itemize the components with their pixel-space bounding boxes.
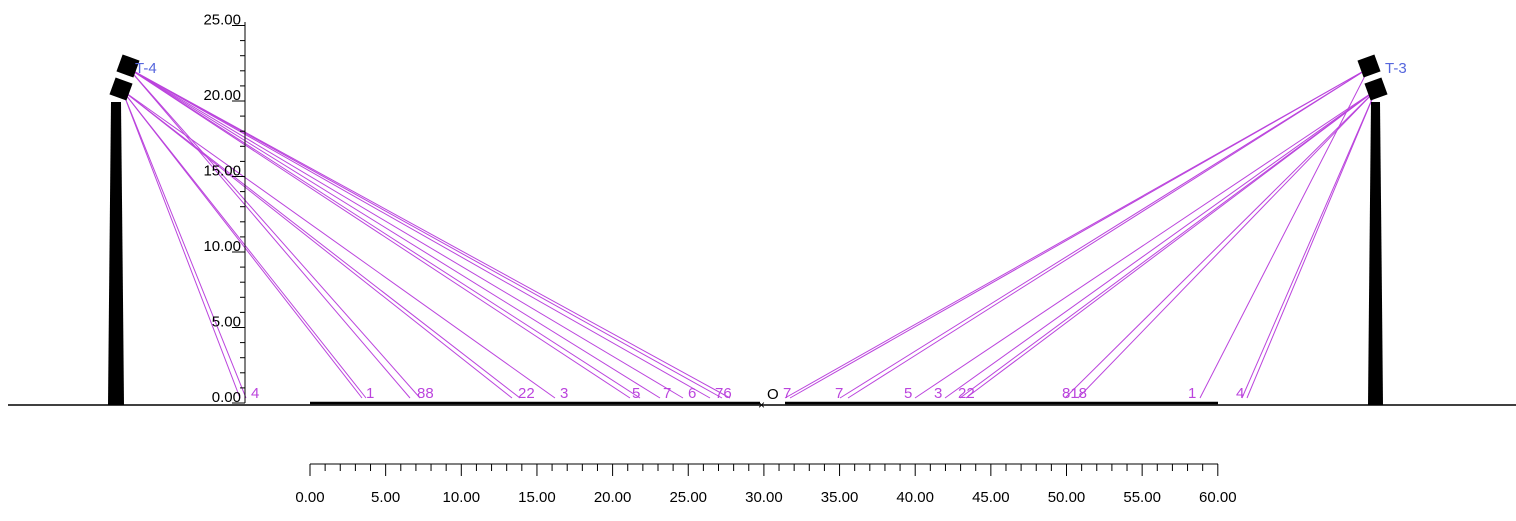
- aim-line: [121, 89, 556, 399]
- aim-label: 5: [632, 385, 640, 402]
- aim-line: [121, 89, 521, 399]
- aim-line: [127, 67, 684, 399]
- aim-label: 7: [783, 385, 791, 402]
- aim-line: [127, 67, 411, 399]
- origin-marker-icon: ×: [758, 398, 765, 412]
- vertical-tick-label: 0.00: [212, 389, 241, 406]
- horizontal-scale-labels: 0.00 5.00 10.00 15.00 20.00 25.00 30.00 35.00 40…: [295, 489, 1236, 506]
- vertical-tick-label: 15.00: [203, 163, 241, 180]
- aim-label: 22: [958, 385, 975, 402]
- horizontal-tick-label: 15.00: [518, 489, 556, 506]
- horizontal-tick-label: 5.00: [371, 489, 400, 506]
- aim-line: [839, 67, 1370, 399]
- aim-label: 88: [417, 385, 434, 402]
- aim-label: 7: [835, 385, 843, 402]
- aim-label: 1: [1188, 385, 1196, 402]
- pole-right: [1357, 54, 1388, 405]
- luminaire-upper-left: [116, 54, 140, 78]
- aim-line: [127, 67, 641, 399]
- aim-label: 3: [560, 385, 568, 402]
- aim-line: [789, 67, 1370, 399]
- luminaire-upper-right: [1357, 54, 1381, 78]
- aim-label: 3: [934, 385, 942, 402]
- horizontal-tick-label: 35.00: [821, 489, 859, 506]
- aim-line: [847, 67, 1370, 399]
- aim-line: [127, 67, 421, 399]
- aim-line: [914, 89, 1377, 399]
- horizontal-tick-label: 0.00: [295, 489, 324, 506]
- aim-label: 76: [715, 385, 732, 402]
- pole-label-left: T-4: [135, 60, 157, 77]
- aim-label: 5: [904, 385, 912, 402]
- aim-label: 818: [1062, 385, 1087, 402]
- pole-left: [108, 54, 140, 405]
- aim-line: [121, 89, 513, 399]
- aim-line: [127, 67, 731, 399]
- aim-line: [1246, 89, 1377, 399]
- aim-line: [1241, 89, 1377, 399]
- aim-line: [121, 89, 247, 399]
- aim-label: 6: [688, 385, 696, 402]
- horizontal-tick-label: 25.00: [669, 489, 707, 506]
- horizontal-tick-label: 50.00: [1048, 489, 1086, 506]
- horizontal-tick-label: 30.00: [745, 489, 783, 506]
- horizontal-tick-label: 40.00: [896, 489, 934, 506]
- vertical-axis-ticks: [232, 25, 245, 404]
- aim-line: [121, 89, 363, 399]
- vertical-axis-labels: 25.00 20.00 15.00 10.00 5.00 0.00: [203, 12, 241, 407]
- vertical-tick-label: 5.00: [212, 314, 241, 331]
- aim-line: [127, 67, 631, 399]
- origin-label: O: [767, 386, 779, 403]
- aim-label: 4: [251, 385, 259, 402]
- luminaire-lower-left: [109, 77, 133, 101]
- vertical-tick-label: 20.00: [203, 87, 241, 104]
- vertical-tick-label: 10.00: [203, 238, 241, 255]
- aim-label: 7: [663, 385, 671, 402]
- aim-line: [121, 89, 367, 399]
- aim-label: 1: [366, 385, 374, 402]
- aim-line: [127, 67, 723, 399]
- horizontal-tick-label: 55.00: [1123, 489, 1161, 506]
- aim-line: [1064, 89, 1377, 399]
- aim-line: [121, 89, 241, 399]
- horizontal-tick-label: 20.00: [594, 489, 632, 506]
- aim-lines: [121, 67, 1377, 399]
- aim-line: [127, 67, 711, 399]
- luminaire-lower-right: [1364, 77, 1388, 101]
- aim-label: 22: [518, 385, 535, 402]
- aim-line: [965, 89, 1377, 399]
- vertical-tick-label: 25.00: [203, 12, 241, 29]
- aim-line: [1077, 89, 1377, 399]
- aim-line: [959, 89, 1377, 399]
- aim-line: [944, 89, 1377, 399]
- horizontal-tick-label: 10.00: [443, 489, 481, 506]
- horizontal-tick-label: 60.00: [1199, 489, 1237, 506]
- pole-label-right: T-3: [1385, 60, 1407, 77]
- horizontal-tick-label: 45.00: [972, 489, 1010, 506]
- right-aim-labels: 7 7 5 3 22 818 1 4: [783, 385, 1244, 402]
- horizontal-scale-ticks: [309, 464, 1219, 476]
- left-aim-labels: 4 1 88 22 3 5 7 6 76: [251, 385, 732, 402]
- aim-line: [127, 67, 661, 399]
- aim-label: 4: [1236, 385, 1244, 402]
- aim-line: [1199, 67, 1370, 399]
